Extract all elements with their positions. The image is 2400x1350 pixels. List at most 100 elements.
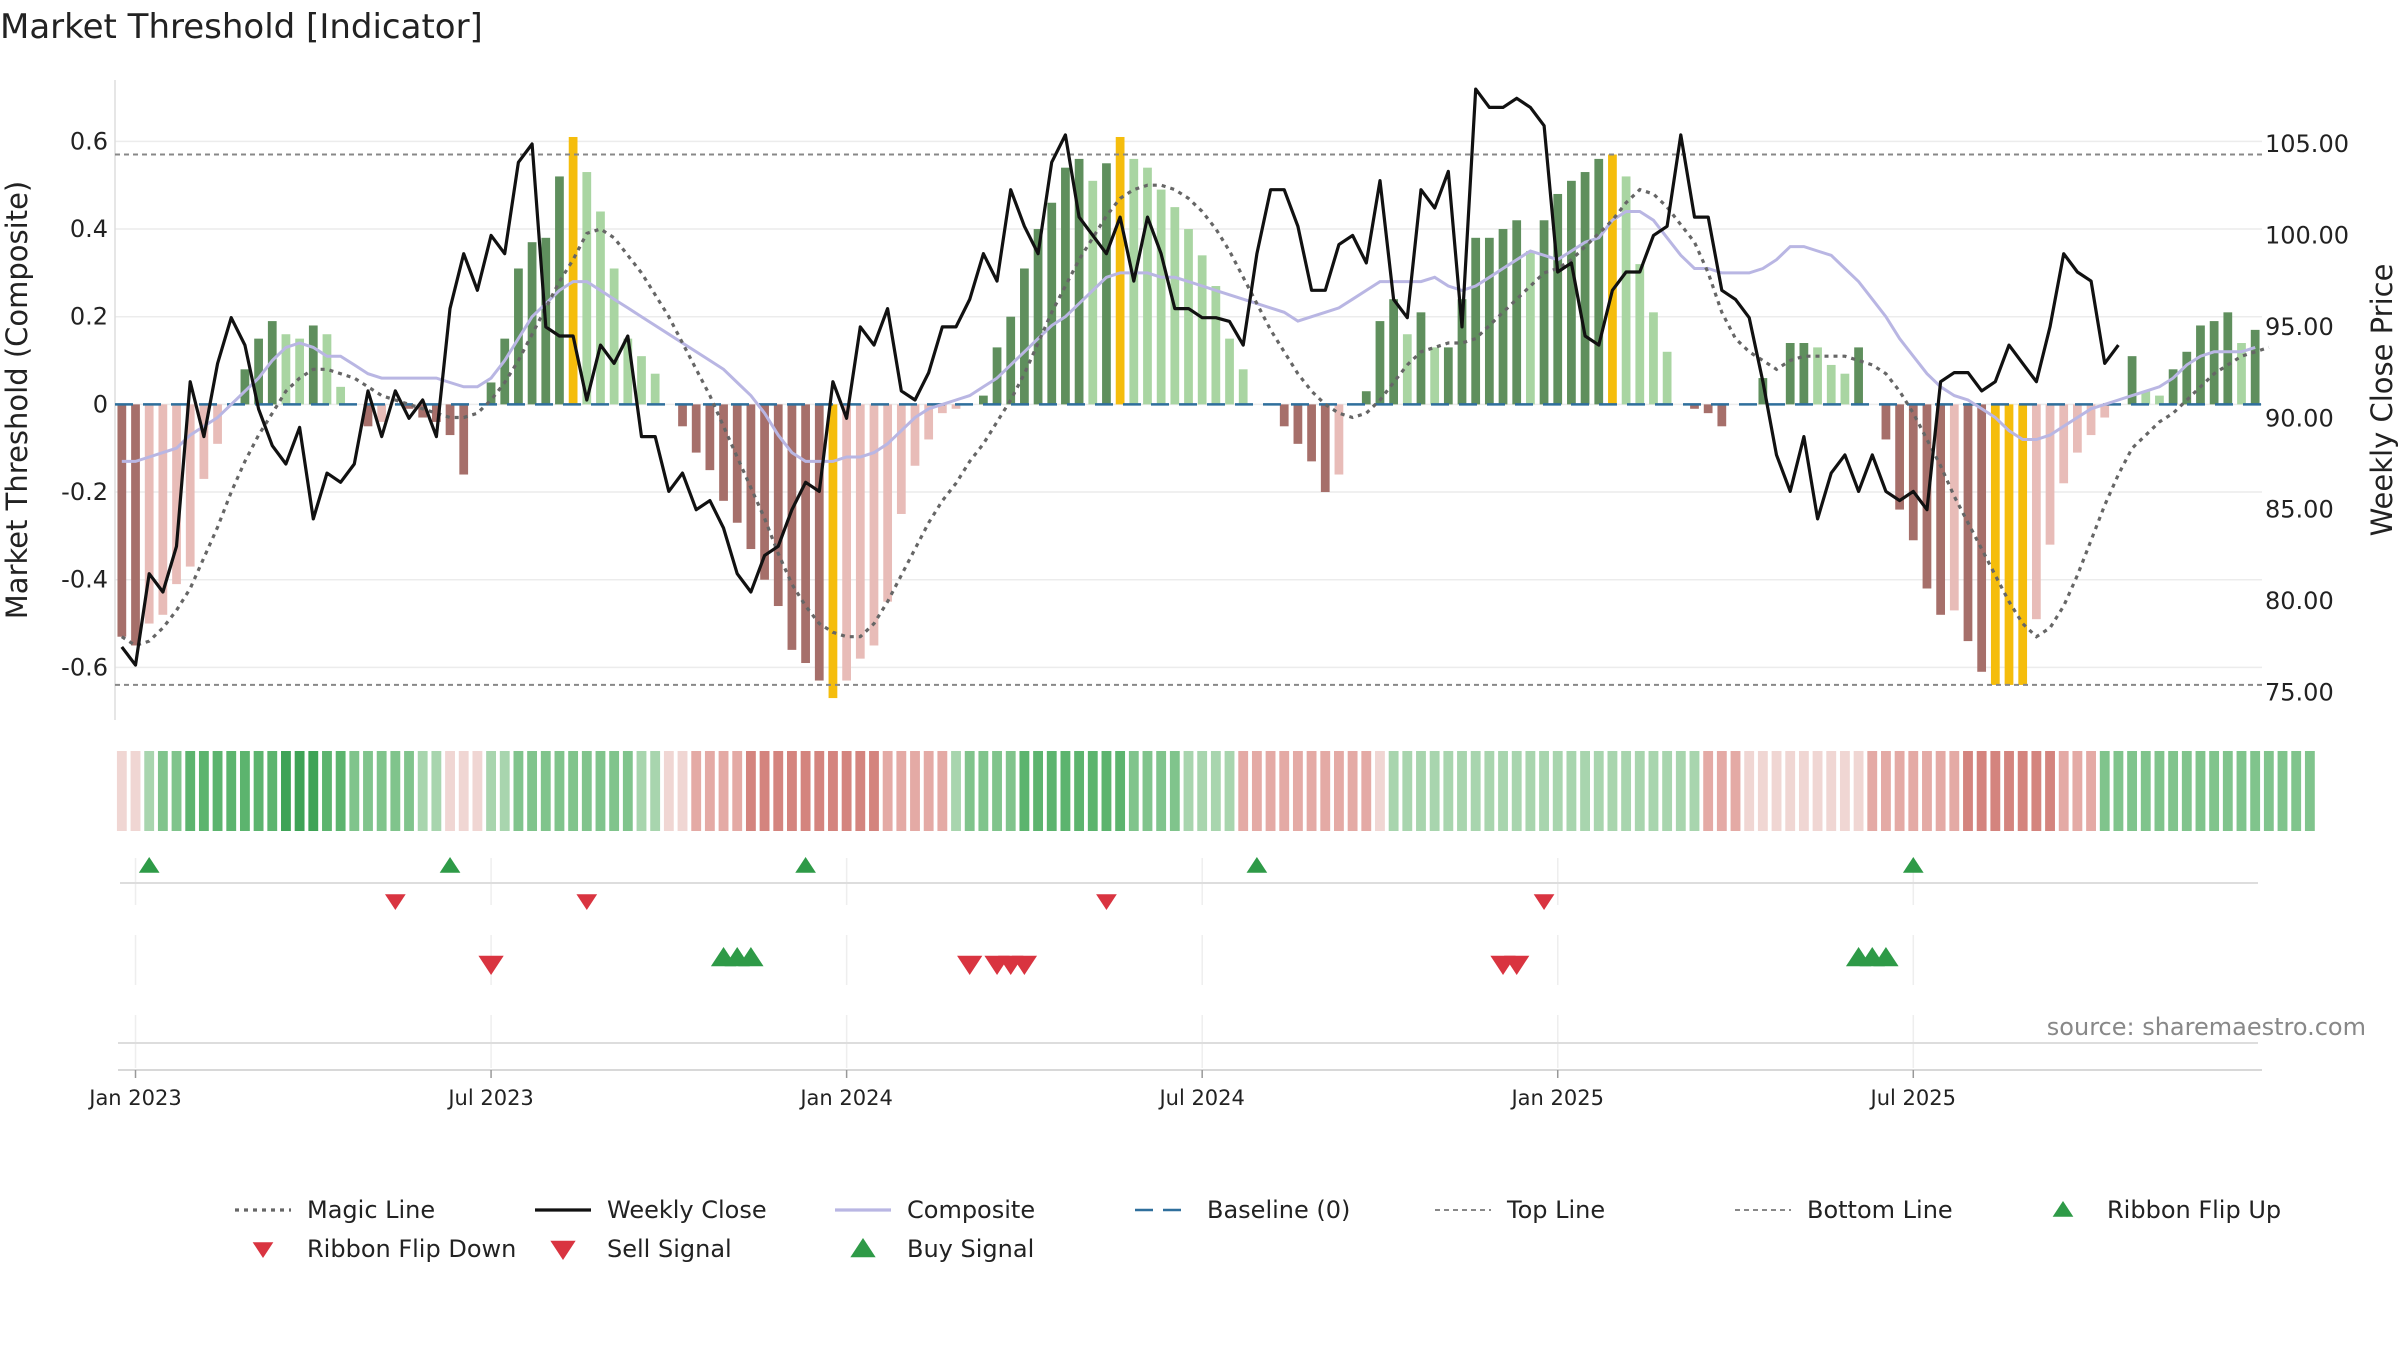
y2-tick-label: 75.00	[2265, 679, 2334, 707]
ribbon-cell	[786, 751, 797, 831]
buy-signal-marker	[738, 947, 764, 967]
composite-bar	[2196, 325, 2205, 405]
composite-bar	[2045, 404, 2055, 545]
legend-swatch	[252, 1242, 274, 1258]
composite-bar	[2086, 404, 2096, 436]
ribbon-cell	[992, 751, 1002, 831]
composite-bar	[596, 211, 605, 405]
x-tick-label: Jan 2024	[798, 1086, 893, 1110]
ribbon-cell	[540, 751, 551, 831]
ribbon-cell	[2181, 751, 2192, 831]
composite-bar	[1211, 286, 1221, 405]
composite-bar	[568, 136, 578, 405]
composite-bar	[404, 404, 414, 409]
legend-item-sell: Sell Signal	[550, 1235, 732, 1263]
x-tick-label: Jan 2023	[87, 1086, 182, 1110]
ribbon-flip-down-marker	[1096, 894, 1117, 910]
composite-bar	[254, 338, 263, 405]
composite-bar	[281, 334, 291, 405]
ribbon-cell	[1648, 751, 1659, 831]
composite-bar	[2250, 329, 2260, 405]
ribbon-cell	[171, 751, 182, 831]
ribbon-cell	[2072, 751, 2083, 831]
composite-bar	[1033, 229, 1043, 405]
legend-item-flipdown: Ribbon Flip Down	[252, 1235, 516, 1263]
ribbon-cell	[923, 751, 934, 831]
ribbon-cell	[2250, 751, 2261, 831]
composite-bar	[910, 404, 920, 466]
ribbon-flip-up-marker	[795, 857, 816, 873]
ribbon-cell	[1238, 751, 1249, 831]
ribbon-cell	[1716, 751, 1727, 831]
ribbon-cell	[1443, 751, 1454, 831]
composite-bar	[172, 404, 181, 585]
ribbon-cell	[1593, 751, 1604, 831]
ribbon-cell	[253, 751, 264, 831]
composite-bar	[746, 404, 756, 550]
composite-bar	[144, 404, 154, 624]
y2-tick-label: 95.00	[2265, 313, 2334, 341]
legend-item-composite: Composite	[835, 1196, 1035, 1224]
composite-bar	[1293, 404, 1303, 444]
composite-bar	[1567, 180, 1576, 405]
ribbon-cell	[226, 751, 237, 831]
ribbon-cell	[1388, 751, 1399, 831]
ribbon-cell	[1457, 751, 1467, 831]
ribbon-cell	[1251, 751, 1262, 831]
ribbon-cell	[1744, 751, 1755, 831]
composite-bar	[1621, 176, 1631, 405]
composite-bar	[1484, 237, 1494, 405]
date-axis: Jan 2023 Jul 2023 Jan 2024 Jul 2024 Jan 2025…	[87, 1069, 2262, 1110]
ribbon-cell	[869, 751, 879, 831]
ribbon-cell	[239, 751, 250, 831]
ribbon-cell	[1115, 751, 1126, 831]
ribbon-cell	[978, 751, 989, 831]
composite-bar	[1936, 404, 1946, 615]
ribbon-cell	[390, 751, 401, 831]
composite-bar	[1074, 158, 1084, 405]
x-tick-label: Jul 2025	[1869, 1086, 1956, 1110]
composite-bar	[1457, 299, 1467, 405]
ribbon-panel	[116, 751, 2315, 831]
ribbon-cell	[2099, 751, 2110, 831]
ribbon-cell	[1525, 751, 1536, 831]
composite-bar	[582, 172, 592, 405]
composite-bar	[1197, 255, 1207, 405]
composite-bar	[951, 404, 961, 409]
ribbon-cell	[951, 751, 961, 831]
composite-bar	[1908, 404, 1918, 541]
composite-bar	[1594, 158, 1604, 405]
ribbon-cell	[1019, 751, 1030, 831]
ribbon-cell	[691, 751, 702, 831]
composite-bar	[1156, 189, 1166, 405]
composite-bar	[1799, 343, 1809, 405]
composite-bar	[1690, 404, 1699, 409]
weekly-close-line	[120, 87, 2120, 667]
buy-signal-marker	[1873, 947, 1899, 967]
legend-label: Ribbon Flip Up	[2107, 1196, 2281, 1224]
ribbon-cell	[896, 751, 907, 831]
ribbon-cell	[281, 751, 291, 831]
composite-bar	[1840, 373, 1850, 405]
ribbon-cell	[1935, 751, 1946, 831]
ribbon-cell	[1881, 751, 1891, 831]
composite-bar	[1717, 404, 1727, 427]
composite-bar	[691, 404, 701, 453]
composite-bar	[678, 404, 687, 427]
ribbon-cell	[527, 751, 538, 831]
composite-bar	[1758, 378, 1768, 405]
composite-bar	[1102, 163, 1111, 405]
magic-line	[120, 183, 2270, 648]
composite-bar	[1006, 316, 1016, 405]
composite-bar	[732, 404, 742, 523]
composite-bar	[1881, 404, 1891, 440]
ribbon-flip-panel	[120, 857, 2258, 910]
composite-bar	[363, 404, 373, 427]
composite-line	[121, 210, 2256, 463]
composite-bar	[1826, 364, 1836, 405]
legend-swatch	[2052, 1201, 2074, 1217]
ribbon-cell	[1046, 751, 1057, 831]
ribbon-cell	[1580, 751, 1591, 831]
ribbon-cell	[499, 751, 510, 831]
